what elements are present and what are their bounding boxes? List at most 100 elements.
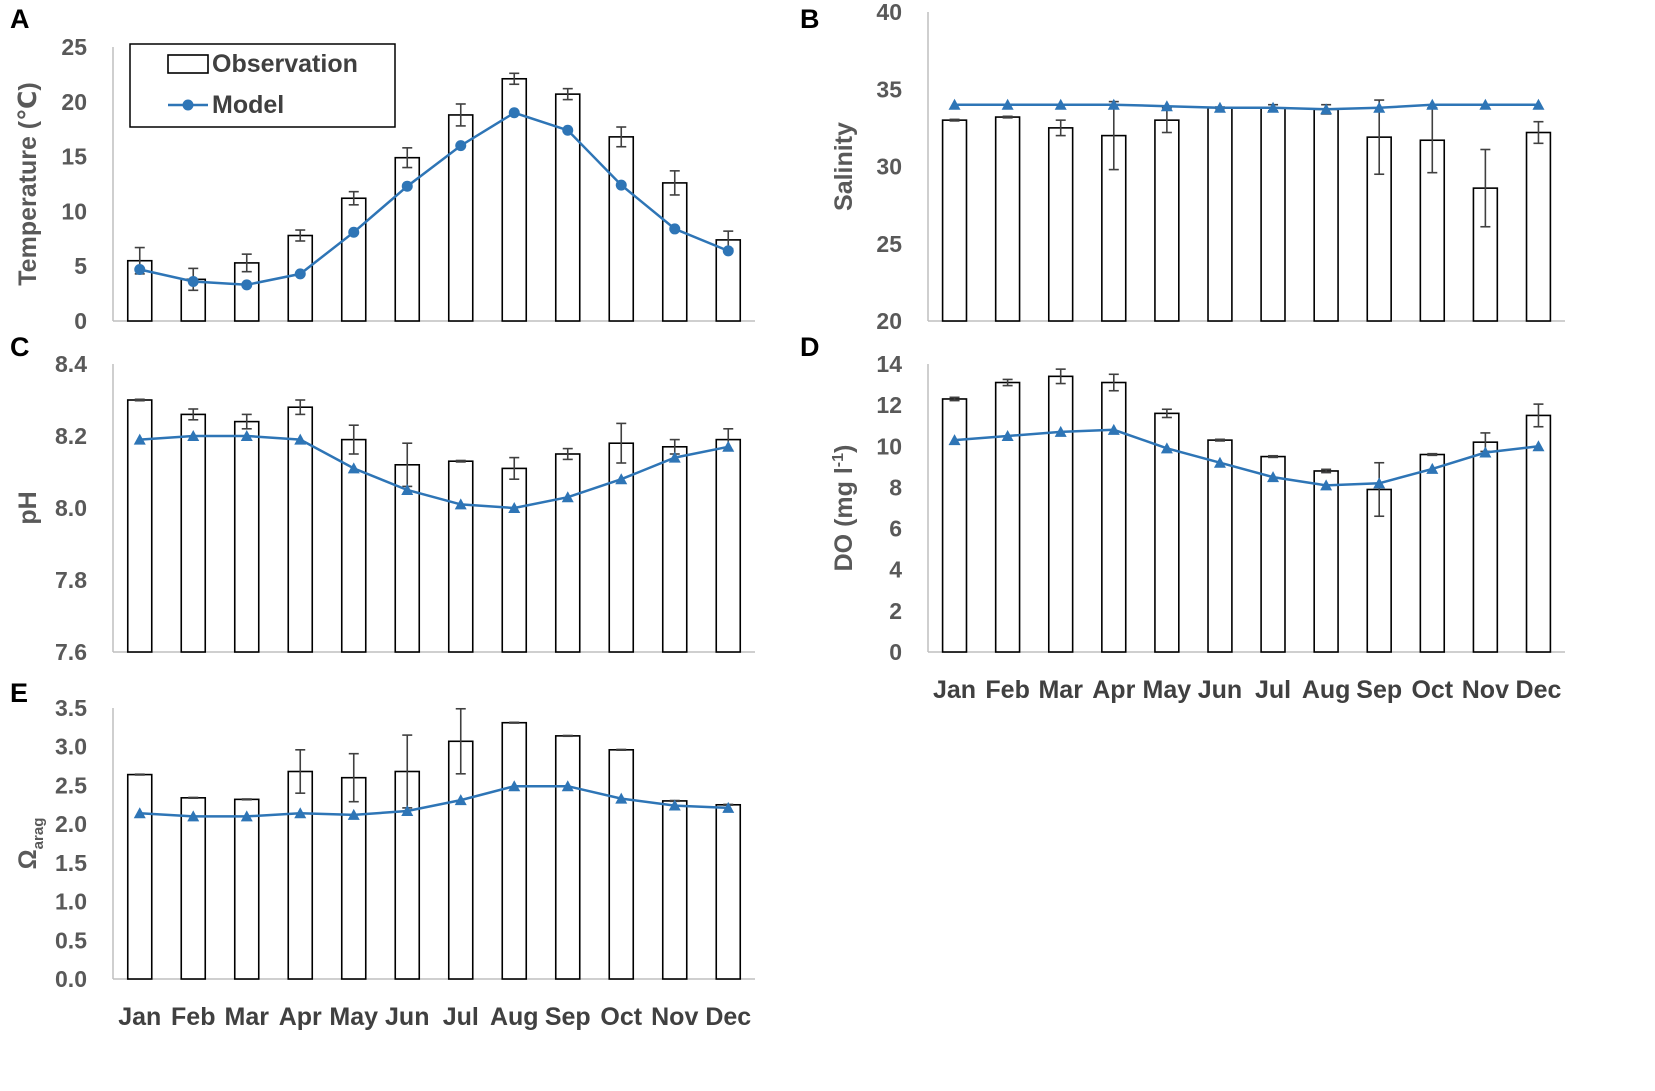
x-tick-label-d: Nov — [1462, 676, 1509, 704]
observation-bar-d — [1101, 381, 1127, 653]
y-tick-label-d: 2 — [889, 598, 902, 624]
x-tick-label-d: Jun — [1198, 676, 1242, 704]
y-tick-label-e: 3.0 — [55, 734, 87, 760]
observation-bar-c — [126, 399, 153, 653]
observation-bar-a — [340, 197, 367, 322]
observation-bar-a — [180, 278, 207, 322]
model-point-e — [561, 780, 574, 792]
y-tick-label-e: 0.0 — [55, 966, 87, 992]
panel-e: E 0.0 0.5 1.0 1.5 2.0 2.5 3.0 3.5 Ωarag — [10, 678, 755, 992]
model-line-d — [954, 428, 1539, 487]
model-point-b — [948, 98, 961, 110]
model-point-d — [1001, 430, 1014, 441]
observation-bar-d — [1419, 453, 1446, 653]
model-point-e — [454, 794, 467, 806]
observation-bar-e — [501, 721, 528, 980]
panel-letter-d: D — [800, 332, 820, 362]
model-point-e — [508, 780, 521, 792]
x-tick-label-e: Mar — [225, 1003, 270, 1031]
y-axis-title-d: DO (mg l-1) — [830, 445, 858, 572]
legend-model-label: Model — [212, 91, 284, 119]
observation-bar-b — [1207, 106, 1233, 322]
observation-bar-c — [554, 453, 581, 653]
panel-c: C 7.6 7.8 8.0 8.2 8.4 pH — [10, 332, 755, 665]
y-tick-label-b: 35 — [876, 76, 902, 102]
y-tick-label-d: 12 — [876, 392, 902, 418]
x-tick-label-e: Aug — [490, 1003, 539, 1031]
observation-bar-e — [715, 803, 742, 980]
model-point-c — [508, 502, 521, 513]
y-axis-title-end-d: ) — [830, 445, 858, 453]
model-line-e — [139, 784, 729, 818]
observation-bar-e — [608, 749, 635, 980]
model-point-a — [669, 223, 681, 235]
observation-bar-b — [1047, 127, 1074, 322]
y-tick-label-d: 8 — [889, 474, 902, 500]
y-axis-title-c: pH — [14, 491, 42, 524]
observation-bar-b — [1525, 131, 1552, 322]
x-tick-label-d: Oct — [1411, 676, 1453, 704]
y-axis-title-text-b: Salinity — [830, 122, 858, 211]
model-point-e — [187, 810, 200, 822]
panel-a: A 0 5 10 15 20 25 Temperature (℃) Observation Mod… — [10, 4, 755, 334]
model-point-a — [187, 276, 199, 288]
y-tick-label-a: 25 — [61, 34, 87, 60]
x-tick-label-e: Sep — [545, 1003, 591, 1031]
model-point-a — [241, 279, 253, 291]
y-tick-label-e: 0.5 — [55, 927, 87, 953]
x-tick-label-e: Jan — [118, 1003, 161, 1031]
y-tick-label-c: 8.2 — [55, 423, 87, 449]
y-tick-label-b: 40 — [876, 0, 902, 25]
x-tick-label-e: May — [329, 1003, 378, 1031]
x-tick-label-d: Sep — [1356, 676, 1402, 704]
model-point-a — [294, 268, 306, 280]
model-point-a — [508, 107, 520, 119]
model-point-c — [722, 440, 735, 452]
model-point-d — [1479, 446, 1492, 458]
y-axis-title-text-c: pH — [14, 491, 42, 524]
x-tick-label-d: Mar — [1038, 676, 1083, 704]
model-point-a — [722, 245, 734, 257]
y-tick-label-e: 1.5 — [55, 850, 87, 876]
model-point-b — [1054, 98, 1067, 110]
observation-bar-d — [1472, 441, 1499, 653]
y-tick-label-c: 8.0 — [55, 495, 87, 521]
observation-bar-b — [1154, 119, 1180, 322]
x-tick-label-d: Feb — [985, 676, 1029, 704]
legend-observation-swatch — [167, 54, 209, 74]
y-tick-label-b: 25 — [876, 231, 902, 257]
observation-bar-c — [287, 406, 314, 653]
observation-bar-e — [180, 797, 207, 980]
observation-bar-b — [1260, 106, 1286, 322]
model-point-b — [1107, 98, 1120, 110]
model-point-d — [1320, 479, 1333, 491]
y-tick-label-a: 0 — [74, 308, 87, 334]
panel-letter-b: B — [800, 4, 820, 34]
observation-bar-c — [447, 460, 474, 653]
y-axis-title-a: Temperature (℃) — [14, 82, 42, 285]
legend-model-marker — [182, 99, 194, 111]
y-tick-label-d: 6 — [889, 516, 902, 542]
observation-bar-e — [661, 800, 688, 980]
y-tick-label-e: 2.0 — [55, 811, 87, 837]
x-tick-label-d: Apr — [1092, 676, 1135, 704]
model-point-a — [134, 263, 146, 275]
panel-letter-e: E — [10, 678, 28, 708]
observation-bar-e — [554, 735, 581, 980]
model-point-e — [668, 799, 681, 811]
x-tick-label-e: Jul — [443, 1003, 479, 1031]
observation-bar-e — [447, 740, 474, 980]
model-point-d — [1426, 462, 1439, 474]
model-point-b — [1532, 98, 1545, 110]
x-tick-label-d: Aug — [1302, 676, 1351, 704]
y-tick-label-b: 20 — [876, 308, 902, 334]
observation-bar-b — [1313, 108, 1339, 322]
model-line-c — [139, 434, 729, 510]
panel-b: B 20 25 30 35 40 Salinity — [800, 0, 1565, 334]
y-tick-label-a: 15 — [61, 144, 87, 170]
observation-bar-e — [287, 770, 314, 980]
model-point-b — [1213, 101, 1226, 113]
y-axis-title-text-a: Temperature (℃) — [14, 82, 42, 285]
observation-bar-d — [1207, 439, 1233, 653]
observation-bar-c — [180, 413, 207, 653]
